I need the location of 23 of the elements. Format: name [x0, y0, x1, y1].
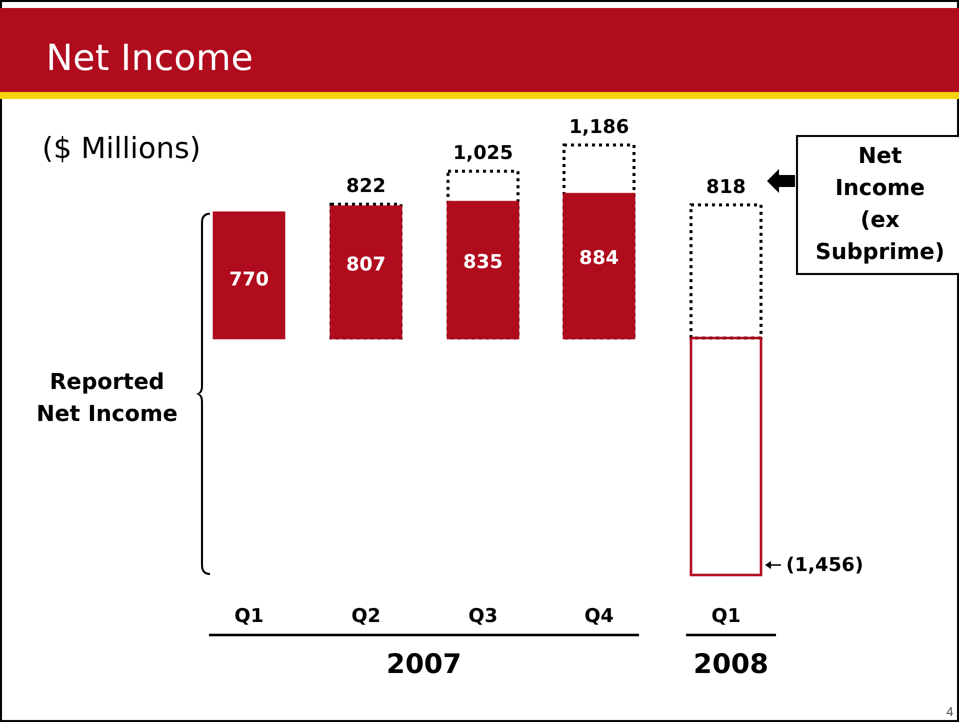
data-label: (1,456) [786, 554, 864, 576]
text: Net Income (ex Subprime) [815, 144, 945, 265]
text: 2007 [386, 649, 462, 680]
data-label: 822 [346, 175, 386, 198]
bar [446, 200, 520, 340]
text: 2008 [693, 649, 769, 680]
data-label: 818 [706, 176, 746, 198]
x-tick-label: Q2 [351, 605, 381, 627]
bar [562, 192, 636, 340]
data-label: 884 [579, 247, 619, 270]
x-tick-label: Q3 [468, 605, 498, 627]
data-label: 1,025 [452, 142, 514, 164]
bar [212, 211, 286, 340]
text: Reported Net Income [36, 370, 178, 427]
x-tick-label: Q1 [234, 605, 264, 627]
data-label: 770 [229, 268, 269, 290]
data-label: 835 [463, 251, 503, 274]
data-label: 1,186 [568, 116, 630, 138]
x-tick-label: Q1 [711, 605, 741, 627]
text: 4 [946, 705, 954, 719]
chart-title: Net Income [46, 38, 254, 79]
chart-subtitle: ($ Millions) [42, 131, 201, 165]
x-tick-label: Q4 [584, 605, 614, 627]
